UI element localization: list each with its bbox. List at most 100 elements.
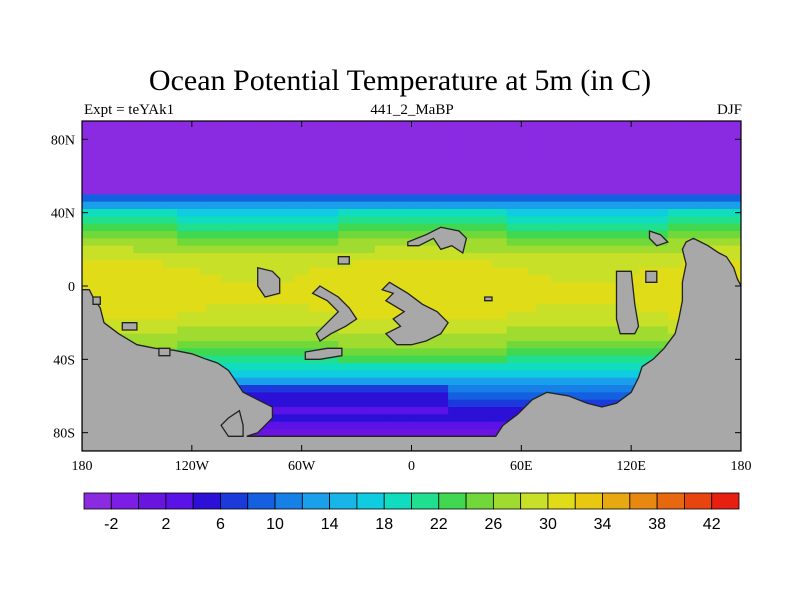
field-cell bbox=[492, 172, 500, 181]
field-cell bbox=[287, 304, 295, 313]
field-cell bbox=[455, 399, 464, 408]
field-cell bbox=[528, 253, 537, 261]
field-cell bbox=[404, 135, 413, 144]
field-cell bbox=[514, 121, 522, 129]
field-cell bbox=[653, 121, 662, 129]
field-cell bbox=[601, 363, 610, 371]
field-cell bbox=[352, 209, 361, 217]
field-cell bbox=[228, 135, 237, 144]
field-cell bbox=[221, 121, 230, 129]
field-cell bbox=[294, 223, 303, 232]
field-cell bbox=[550, 245, 559, 254]
field-cell bbox=[374, 150, 383, 159]
field-cell bbox=[726, 172, 735, 181]
field-cell bbox=[492, 385, 500, 393]
field-cell bbox=[111, 319, 120, 327]
field-cell bbox=[455, 128, 464, 137]
field-cell bbox=[228, 275, 237, 283]
field-cell bbox=[689, 143, 698, 151]
field-cell bbox=[711, 157, 720, 166]
field-cell bbox=[484, 289, 493, 298]
field-cell bbox=[521, 297, 530, 305]
field-cell bbox=[162, 223, 171, 232]
field-cell bbox=[294, 275, 303, 283]
field-cell bbox=[609, 333, 618, 342]
field-cell bbox=[294, 282, 303, 291]
field-cell bbox=[535, 143, 544, 151]
field-cell bbox=[433, 172, 442, 181]
field-cell bbox=[243, 370, 252, 379]
field-cell bbox=[228, 157, 237, 166]
field-cell bbox=[499, 135, 508, 144]
field-cell bbox=[711, 165, 720, 173]
field-cell bbox=[133, 135, 142, 144]
field-cell bbox=[704, 143, 713, 151]
field-cell bbox=[543, 333, 552, 342]
colorbar-swatch bbox=[247, 492, 276, 510]
field-cell bbox=[272, 260, 281, 269]
field-cell bbox=[213, 260, 222, 269]
field-cell bbox=[308, 245, 317, 254]
field-cell bbox=[565, 231, 574, 239]
field-cell bbox=[308, 201, 317, 210]
field-cell bbox=[360, 341, 369, 349]
field-cell bbox=[374, 157, 383, 166]
field-cell bbox=[462, 143, 471, 151]
field-cell bbox=[448, 297, 457, 305]
field-cell bbox=[616, 392, 625, 401]
field-cell bbox=[528, 194, 537, 203]
field-cell bbox=[638, 187, 647, 195]
field-cell bbox=[184, 165, 193, 173]
field-cell bbox=[616, 363, 625, 371]
field-cell bbox=[352, 135, 361, 144]
field-cell bbox=[330, 194, 339, 203]
field-cell bbox=[360, 245, 369, 254]
field-cell bbox=[301, 363, 310, 371]
field-cell bbox=[477, 245, 486, 254]
field-cell bbox=[579, 179, 588, 188]
field-cell bbox=[601, 135, 610, 144]
field-cell bbox=[440, 377, 449, 386]
field-cell bbox=[162, 157, 171, 166]
field-cell bbox=[389, 311, 398, 320]
field-cell bbox=[389, 363, 398, 371]
field-cell bbox=[111, 267, 120, 276]
colorbar-swatch bbox=[138, 492, 167, 510]
field-cell bbox=[367, 172, 376, 181]
field-cell bbox=[477, 231, 486, 239]
field-cell bbox=[308, 319, 317, 327]
field-cell bbox=[645, 297, 654, 305]
field-cell bbox=[103, 216, 112, 225]
field-cell bbox=[279, 216, 288, 225]
field-cell bbox=[308, 304, 317, 313]
field-cell bbox=[396, 128, 405, 137]
field-cell bbox=[499, 414, 508, 423]
field-cell bbox=[733, 231, 741, 239]
field-cell bbox=[572, 355, 581, 364]
field-cell bbox=[169, 275, 178, 283]
field-cell bbox=[147, 172, 156, 181]
field-cell bbox=[330, 216, 339, 225]
field-cell bbox=[89, 179, 98, 188]
field-cell bbox=[645, 172, 654, 181]
field-cell bbox=[411, 363, 420, 371]
field-cell bbox=[191, 348, 200, 357]
field-cell bbox=[308, 311, 317, 320]
field-cell bbox=[733, 143, 741, 151]
field-cell bbox=[184, 289, 193, 298]
field-cell bbox=[352, 253, 361, 261]
field-cell bbox=[243, 150, 252, 159]
field-cell bbox=[440, 150, 449, 159]
field-cell bbox=[455, 377, 464, 386]
field-cell bbox=[440, 355, 449, 364]
field-cell bbox=[199, 267, 208, 276]
field-cell bbox=[433, 392, 442, 401]
field-cell bbox=[360, 355, 369, 364]
field-cell bbox=[367, 348, 376, 357]
field-cell bbox=[228, 201, 237, 210]
field-cell bbox=[675, 209, 684, 217]
field-cell bbox=[396, 209, 405, 217]
field-cell bbox=[169, 289, 178, 298]
field-cell bbox=[191, 121, 200, 129]
field-cell bbox=[616, 245, 625, 254]
